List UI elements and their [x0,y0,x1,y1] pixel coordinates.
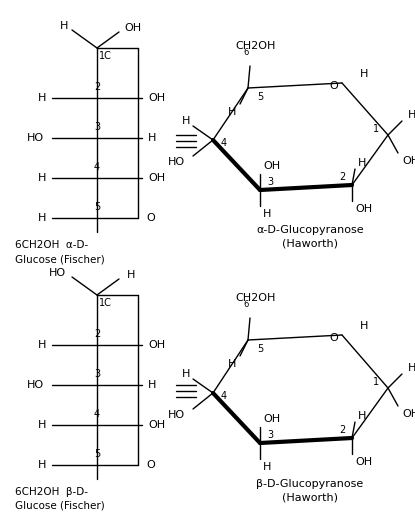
Text: 4: 4 [221,391,227,401]
Text: H: H [182,116,190,126]
Text: 5: 5 [257,344,263,354]
Text: 6: 6 [243,48,248,57]
Text: 1: 1 [373,124,379,134]
Text: OH: OH [263,161,280,171]
Text: H: H [408,363,415,373]
Text: (Haworth): (Haworth) [282,239,338,249]
Text: Glucose (Fischer): Glucose (Fischer) [15,501,105,511]
Text: 1: 1 [373,377,379,387]
Text: OH: OH [355,204,372,214]
Text: 1C: 1C [99,51,112,61]
Text: OH: OH [263,414,280,424]
Text: 2: 2 [94,329,100,339]
Text: H: H [148,380,156,390]
Text: OH: OH [124,23,142,33]
Text: HO: HO [27,380,44,390]
Text: H: H [263,462,271,472]
Text: H: H [38,213,46,223]
Text: H: H [358,411,366,421]
Text: CH2OH: CH2OH [236,293,276,303]
Text: H: H [38,420,46,430]
Text: H: H [148,133,156,143]
Text: 5: 5 [94,449,100,459]
Text: H: H [360,69,368,79]
Text: OH: OH [402,156,415,166]
Text: OH: OH [149,173,166,183]
Text: H: H [263,209,271,219]
Text: 4: 4 [221,138,227,148]
Text: Glucose (Fischer): Glucose (Fischer) [15,254,105,264]
Text: CH2OH: CH2OH [236,41,276,51]
Text: 5: 5 [94,202,100,212]
Text: 4: 4 [94,409,100,419]
Text: 3: 3 [267,430,273,440]
Text: 4: 4 [94,162,100,172]
Text: HO: HO [168,157,185,167]
Text: H: H [38,173,46,183]
Text: 1C: 1C [99,298,112,308]
Text: OH: OH [149,93,166,103]
Text: β-D-Glucopyranose: β-D-Glucopyranose [256,479,364,489]
Text: HO: HO [27,133,44,143]
Text: H: H [60,21,68,31]
Text: O: O [146,460,155,470]
Text: H: H [227,359,236,369]
Text: 2: 2 [339,172,345,182]
Text: H: H [358,158,366,168]
Text: HO: HO [168,410,185,420]
Text: 6: 6 [243,300,248,309]
Text: O: O [146,213,155,223]
Text: 3: 3 [267,177,273,187]
Text: (Haworth): (Haworth) [282,493,338,503]
Text: OH: OH [149,420,166,430]
Text: H: H [38,340,46,350]
Text: H: H [227,107,236,117]
Text: 2: 2 [94,82,100,92]
Text: H: H [38,93,46,103]
Text: H: H [38,460,46,470]
Text: 2: 2 [339,425,345,435]
Text: H: H [182,369,190,379]
Text: OH: OH [149,340,166,350]
Text: OH: OH [355,457,372,467]
Text: 5: 5 [257,92,263,102]
Text: 6CH2OH  β-D-: 6CH2OH β-D- [15,487,88,497]
Text: HO: HO [49,268,66,278]
Text: 3: 3 [94,369,100,379]
Text: OH: OH [402,409,415,419]
Text: O: O [329,81,338,91]
Text: H: H [408,110,415,120]
Text: O: O [329,333,338,343]
Text: H: H [127,270,135,280]
Text: 6CH2OH  α-D-: 6CH2OH α-D- [15,240,88,250]
Text: H: H [360,321,368,331]
Text: 3: 3 [94,122,100,132]
Text: α-D-Glucopyranose: α-D-Glucopyranose [256,225,364,235]
